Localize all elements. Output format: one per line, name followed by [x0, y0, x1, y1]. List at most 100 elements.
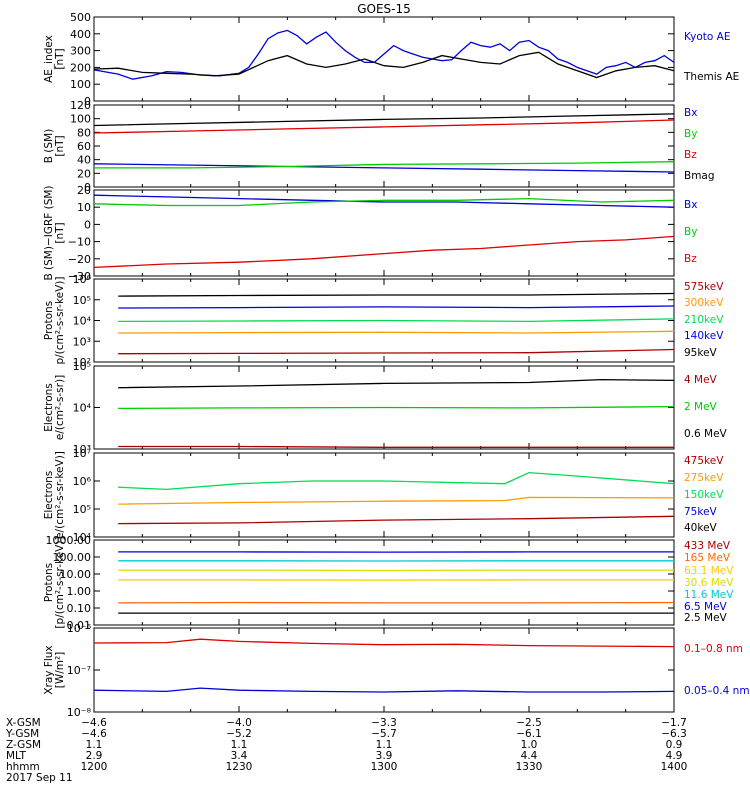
- panel-frame: [94, 17, 674, 101]
- y-tick-label: 10⁻⁷: [67, 664, 91, 677]
- series-line-bz: [94, 120, 674, 133]
- y-tick-label: 10⁻⁶: [67, 622, 92, 635]
- series-line-themis-ae: [94, 52, 674, 77]
- legend-entry: 40keV: [684, 522, 718, 534]
- series-line-bmag: [94, 114, 674, 126]
- series-line-0-1-0-8-nm: [94, 639, 674, 646]
- legend-entry: Bx: [684, 199, 697, 211]
- legend-entry: Bz: [684, 253, 697, 265]
- y-axis-label: [nT]: [54, 48, 66, 69]
- legend-entry: 95keV: [684, 347, 718, 359]
- y-tick-label: 300: [70, 45, 91, 58]
- legend-entry: 433 MeV: [684, 540, 731, 552]
- series-line-0-05-0-4-nm: [94, 688, 674, 692]
- y-tick-label: 80: [77, 126, 91, 139]
- legend-entry: 2 MeV: [684, 401, 718, 413]
- y-tick-label: 10⁵: [73, 294, 91, 307]
- y-tick-label: 100: [70, 113, 91, 126]
- y-axis-label: [nT]: [54, 222, 66, 243]
- legend-entry: 140keV: [684, 330, 724, 342]
- legend-entry: Kyoto AE: [684, 31, 730, 43]
- legend-entry: 165 MeV: [684, 552, 731, 564]
- y-axis-label: p/(cm²-s-sr-keV)]: [54, 276, 66, 364]
- y-tick-label: 20: [77, 184, 91, 197]
- series-line-150kev: [118, 473, 674, 490]
- ephemeris-value: 1200: [81, 761, 108, 773]
- y-tick-label: 0: [84, 218, 91, 231]
- y-tick-label: 60: [77, 140, 91, 153]
- legend-entry: 275keV: [684, 472, 724, 484]
- panel-protons2: 0.010.101.0010.00100.001000.00Protons[p/…: [43, 534, 734, 632]
- y-tick-label: 400: [70, 28, 91, 41]
- legend-entry: 300keV: [684, 297, 724, 309]
- legend-entry: 75keV: [684, 506, 718, 518]
- series-line-475kev: [118, 516, 674, 523]
- legend-entry: Bz: [684, 149, 697, 161]
- y-tick-label: 10⁵: [73, 360, 91, 373]
- y-axis-label: e/(cm²-s-sr)]: [54, 375, 66, 440]
- y-tick-label: 200: [70, 61, 91, 74]
- y-tick-label: 10⁴: [73, 315, 92, 328]
- y-tick-label: 20: [77, 167, 91, 180]
- y-tick-label: 120: [70, 99, 91, 112]
- y-tick-label: 40: [77, 154, 91, 167]
- series-line-4-mev: [118, 447, 674, 448]
- y-tick-label: 10: [77, 201, 91, 214]
- panel-frame: [94, 105, 674, 187]
- y-axis-label: e/(cm²-s-sr-keV)]: [54, 451, 66, 539]
- y-tick-label: 10⁵: [73, 503, 91, 516]
- y-axis-label: [W/m²]: [54, 652, 66, 689]
- series-line-275kev: [118, 497, 674, 504]
- legend-entry: 0.6 MeV: [684, 428, 728, 440]
- legend-entry: 4 MeV: [684, 374, 718, 386]
- series-line-2-mev: [118, 407, 674, 409]
- ephemeris-value: 1330: [516, 761, 543, 773]
- y-tick-label: 0.10: [67, 602, 92, 615]
- legend-entry: 30.6 MeV: [684, 577, 734, 589]
- legend-entry: 475keV: [684, 455, 724, 467]
- legend-entry: 150keV: [684, 489, 724, 501]
- legend-entry: Themis AE: [683, 71, 739, 83]
- series-line-kyoto-ae: [94, 30, 674, 79]
- legend-entry: 210keV: [684, 314, 724, 326]
- y-tick-label: 1.00: [67, 585, 92, 598]
- panel-frame: [94, 540, 674, 625]
- legend-entry: 11.6 MeV: [684, 589, 734, 601]
- legend-entry: Bx: [684, 107, 697, 119]
- series-line-575kev: [118, 350, 674, 354]
- legend-entry: 0.05–0.4 nm: [684, 685, 750, 697]
- panel-frame: [94, 453, 674, 537]
- y-tick-label: −20: [68, 253, 91, 266]
- legend-entry: By: [684, 128, 697, 140]
- y-tick-label: 10⁶: [73, 273, 92, 286]
- ephemeris-value: 1300: [371, 761, 398, 773]
- legend-entry: Bmag: [684, 170, 715, 182]
- y-axis-label: [nT]: [54, 135, 66, 156]
- series-line-300kev: [118, 331, 674, 333]
- time-axis-table: X-GSM−4.6−4.0−3.3−2.5−1.7Y-GSM−4.6−5.2−5…: [5, 717, 687, 784]
- y-tick-label: 10⁶: [73, 475, 92, 488]
- ephemeris-value: 1230: [226, 761, 253, 773]
- series-line-95kev: [118, 294, 674, 297]
- y-tick-label: 1000.00: [46, 534, 92, 547]
- plot-title: GOES-15: [357, 2, 411, 16]
- series-line-bz: [94, 236, 674, 267]
- legend-entry: By: [684, 226, 697, 238]
- series-line-0-6-mev: [118, 380, 674, 388]
- series-line-210kev: [118, 319, 674, 322]
- y-tick-label: 10⁴: [73, 402, 92, 415]
- y-tick-label: 500: [70, 11, 91, 24]
- legend-entry: 2.5 MeV: [684, 612, 728, 624]
- legend-entry: 0.1–0.8 nm: [684, 643, 743, 655]
- y-tick-label: 10⁷: [73, 447, 91, 460]
- series-line-140kev: [118, 306, 674, 308]
- y-axis-label: [p/(cm²-s-sr-keV)]: [54, 536, 66, 628]
